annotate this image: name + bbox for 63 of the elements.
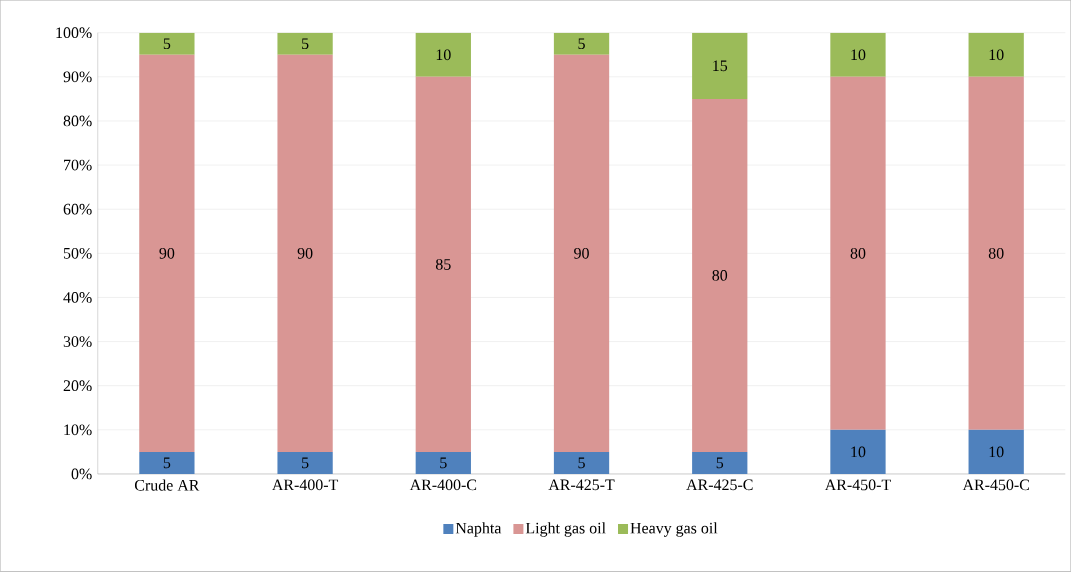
x-tick-label: AR-450-T — [824, 479, 891, 491]
data-label: 5 — [578, 38, 585, 50]
y-tick-label: 100% — [56, 27, 92, 39]
y-tick-label: 60% — [63, 203, 92, 215]
data-label: 5 — [163, 457, 171, 469]
data-label: 5 — [163, 38, 171, 50]
bar — [692, 99, 748, 453]
bar — [692, 452, 748, 475]
data-label: 5 — [578, 457, 585, 469]
data-label: 5 — [440, 457, 447, 469]
bar — [415, 452, 471, 475]
x-tick-label: AR-450-C — [962, 479, 1029, 491]
x-tick-label: Crude AR — [134, 479, 200, 491]
bar — [968, 32, 1024, 77]
bar — [968, 429, 1024, 475]
y-tick-label: 90% — [63, 71, 92, 83]
data-label: 10 — [851, 49, 866, 61]
data-label: 10 — [436, 49, 451, 61]
y-tick-label: 20% — [63, 380, 92, 392]
data-label: 5 — [716, 457, 724, 469]
bar — [277, 32, 333, 55]
bar — [830, 76, 886, 430]
data-label: 90 — [297, 248, 313, 259]
bar — [553, 54, 610, 453]
data-label: 10 — [989, 446, 1004, 458]
data-label: 85 — [435, 259, 451, 270]
x-tick-label: AR-400-C — [409, 479, 477, 491]
bar — [692, 32, 748, 100]
data-label: 10 — [989, 49, 1004, 61]
data-label: 5 — [302, 38, 309, 50]
y-tick-label: 10% — [64, 424, 92, 436]
y-tick-label: 80% — [63, 115, 92, 127]
bar — [139, 54, 195, 453]
data-label: 90 — [159, 248, 175, 259]
x-tick-label: AR-425-T — [548, 479, 615, 491]
bar — [139, 32, 195, 55]
y-tick-label: 30% — [63, 336, 92, 348]
legend-label: Light gas oil — [525, 522, 606, 537]
bar — [415, 32, 471, 77]
y-tick-label: 70% — [64, 159, 92, 171]
data-label: 10 — [851, 446, 866, 458]
bar — [415, 76, 471, 453]
y-tick-label: 50% — [63, 248, 92, 259]
legend-label: Heavy gas oil — [630, 522, 718, 537]
bar — [139, 452, 195, 475]
data-label: 80 — [850, 248, 866, 259]
data-label: 80 — [988, 248, 1004, 259]
bar — [830, 32, 886, 77]
y-tick-label: 40% — [63, 292, 92, 303]
bar — [830, 429, 886, 475]
x-tick-label: AR-400-T — [272, 479, 339, 491]
bar — [277, 452, 333, 475]
data-label: 90 — [574, 248, 589, 259]
x-tick-label: AR-425-C — [686, 479, 753, 491]
data-label: 15 — [713, 60, 728, 72]
bar — [553, 452, 610, 475]
bar — [277, 54, 333, 453]
data-label: 5 — [302, 457, 309, 469]
data-label: 80 — [712, 270, 728, 281]
y-tick-label: 0% — [71, 468, 92, 480]
bar — [553, 32, 610, 55]
bar — [968, 76, 1024, 430]
legend-label: Naphta — [455, 522, 502, 537]
